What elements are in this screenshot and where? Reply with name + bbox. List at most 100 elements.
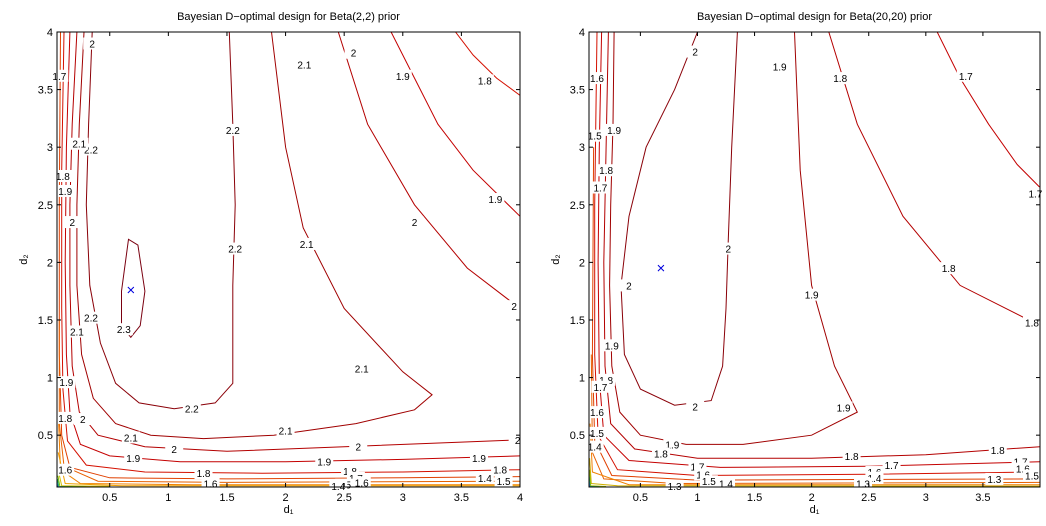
contour-label: 1.7 bbox=[885, 461, 899, 472]
contour-label-bg bbox=[70, 137, 89, 150]
x-tick-label: 1 bbox=[165, 492, 171, 504]
contour-label: 1.9 bbox=[805, 291, 819, 302]
axis-ticks: 0.5 1 1.5 2 2.5 3 3.50.511.522.533.54 bbox=[570, 27, 1040, 504]
contour-label-bg bbox=[1023, 316, 1042, 329]
y-tick-label: 1 bbox=[47, 373, 53, 385]
contour-label-bg bbox=[57, 376, 76, 389]
contour-label: 1.8 bbox=[845, 452, 859, 463]
chart-title: Bayesian D−optimal design for Beta(2,2) … bbox=[177, 11, 400, 23]
contour-label-bg bbox=[295, 58, 314, 71]
contour-label: 1.6 bbox=[590, 74, 604, 85]
contour-line-2.3 bbox=[121, 238, 146, 339]
contour-label-bg bbox=[226, 242, 245, 255]
contour-lines bbox=[589, 32, 1040, 487]
contour-label: 1.9 bbox=[126, 454, 140, 465]
contour-label: 2.3 bbox=[117, 325, 131, 336]
y-tick-label: 1 bbox=[579, 373, 585, 385]
contour-label: 2 bbox=[355, 443, 361, 454]
contour-label-bg bbox=[83, 37, 102, 50]
right-contour-plot: Bayesian D−optimal design for Beta(20,20… bbox=[550, 11, 1045, 516]
contour-label: 1.7 bbox=[593, 383, 607, 394]
contour-label: 2.1 bbox=[70, 327, 84, 338]
contour-label: 1.8 bbox=[599, 166, 613, 177]
y-tick-label: 1.5 bbox=[38, 315, 53, 327]
contour-line-1.8 bbox=[61, 32, 520, 474]
contour-label: 1.5 bbox=[702, 477, 716, 488]
contour-label: 1.8 bbox=[991, 446, 1005, 457]
plot-frame bbox=[588, 31, 1041, 488]
contour-label-bg bbox=[939, 262, 958, 275]
contour-label: 1.7 bbox=[1028, 189, 1042, 200]
contour-line bbox=[589, 469, 607, 487]
contour-label-bg bbox=[223, 123, 242, 136]
contour-label: 1.6 bbox=[204, 480, 218, 491]
contour-label-bg bbox=[585, 129, 604, 142]
contour-label: 2.1 bbox=[279, 427, 293, 438]
contour-label: 2 bbox=[412, 218, 418, 229]
contour-label: 1.8 bbox=[58, 414, 72, 425]
x-tick-label: 3 bbox=[923, 492, 929, 504]
contour-label: 1.9 bbox=[59, 378, 73, 389]
optimum-marker bbox=[657, 264, 665, 272]
contour-lines bbox=[57, 32, 520, 487]
contour-label: 2 bbox=[351, 49, 357, 60]
contour-label-bg bbox=[194, 467, 213, 480]
contour-label: 1.8 bbox=[1025, 318, 1039, 329]
y-tick-label: 4 bbox=[579, 27, 585, 39]
contour-line-2 bbox=[620, 32, 738, 406]
contour-label: 1.9 bbox=[58, 187, 72, 198]
x-tick-label: 2 bbox=[283, 492, 289, 504]
contour-label-bg bbox=[344, 46, 363, 59]
contour-label-bg bbox=[297, 237, 316, 250]
contour-line-2.2 bbox=[85, 32, 236, 410]
contour-label: 1.8 bbox=[56, 172, 70, 183]
contour-label: 1.4 bbox=[719, 480, 733, 491]
contour-label-bg bbox=[508, 433, 527, 446]
contour-label-bg bbox=[619, 279, 638, 292]
contour-labels: 2.32.22.22.22.22.22.12.12.12.12.12.12.12… bbox=[50, 37, 527, 493]
contour-label-bg bbox=[124, 452, 143, 465]
x-tick-label: 3 bbox=[400, 492, 406, 504]
y-tick-label: 4 bbox=[47, 27, 53, 39]
x-tick-label: 0.5 bbox=[633, 492, 648, 504]
x-tick-label: 2.5 bbox=[861, 492, 876, 504]
contour-label-bg bbox=[985, 472, 1004, 485]
contour-label-bg bbox=[686, 400, 705, 413]
contour-label: 1.8 bbox=[654, 450, 668, 461]
contour-label-bg bbox=[663, 438, 682, 451]
contour-label: 1.5 bbox=[497, 477, 511, 488]
contour-line-1.9 bbox=[609, 32, 858, 445]
contour-label: 1.8 bbox=[493, 466, 507, 477]
contour-line-1.4 bbox=[590, 354, 1040, 485]
contour-label: 1.3 bbox=[856, 480, 870, 491]
contour-line-1.8 bbox=[828, 32, 1040, 327]
x-tick-label: 1.5 bbox=[219, 492, 234, 504]
contour-label-bg bbox=[494, 475, 513, 488]
contour-label-bg bbox=[53, 169, 72, 182]
contour-label-bg bbox=[349, 440, 368, 453]
contour-line-1.8 bbox=[455, 32, 520, 96]
contour-line-1.6 bbox=[594, 32, 1040, 477]
axis-ticks: 0.5 1 1.5 2 2.5 3 3.5 4 0.5 1 1.5 2 2.5 3 3.5 4 bbox=[38, 27, 523, 504]
y-tick-label: 3.5 bbox=[570, 85, 585, 97]
contour-label: 1.6 bbox=[355, 478, 369, 489]
contour-label-bg bbox=[50, 69, 69, 82]
contour-label-bg bbox=[475, 471, 494, 484]
contour-line-1.8 bbox=[603, 32, 1040, 459]
contour-label: 1.7 bbox=[959, 72, 973, 83]
y-tick-label: 0.5 bbox=[38, 430, 53, 442]
contour-label: 1.8 bbox=[942, 264, 956, 275]
contour-label-bg bbox=[329, 479, 348, 492]
contour-label: 1.3 bbox=[987, 475, 1001, 486]
left-contour-plot: Bayesian D−optimal design for Beta(2,2) … bbox=[18, 11, 527, 516]
contour-label: 1.9 bbox=[607, 126, 621, 137]
contour-label-bg bbox=[587, 72, 606, 85]
contour-label: 2.2 bbox=[228, 245, 242, 256]
y-tick-label: 3 bbox=[579, 142, 585, 154]
contour-line-2 bbox=[69, 32, 520, 452]
contour-label: 1.6 bbox=[58, 466, 72, 477]
contour-label: 1.9 bbox=[472, 454, 486, 465]
y-tick-label: 0.5 bbox=[570, 430, 585, 442]
x-tick-label: 1 bbox=[694, 492, 700, 504]
